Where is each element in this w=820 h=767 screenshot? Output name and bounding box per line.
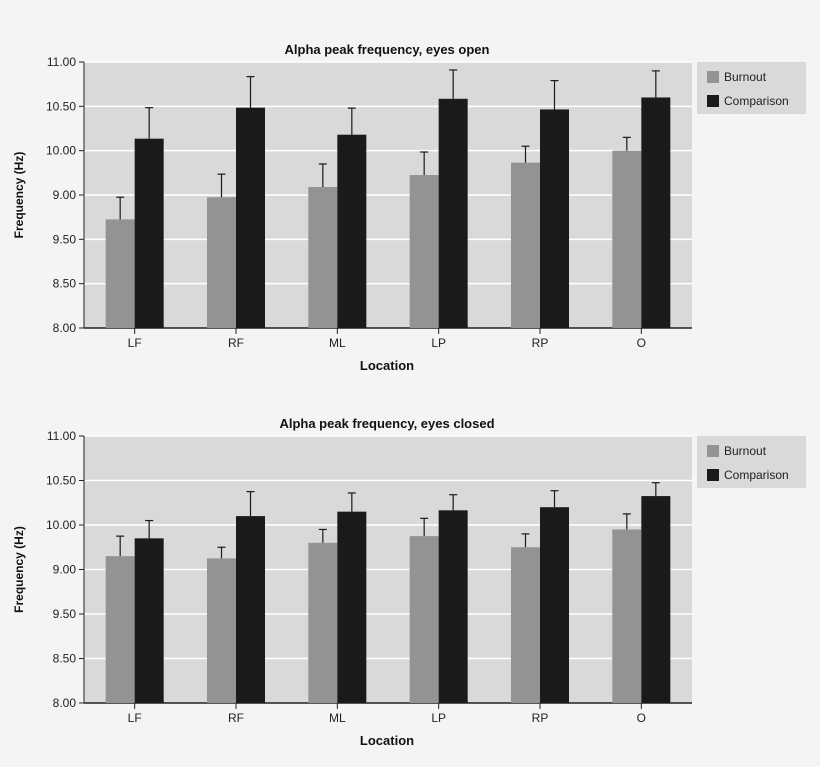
y-tick-label: 9.00 bbox=[53, 188, 77, 202]
y-tick-label: 9.50 bbox=[53, 232, 77, 246]
bar-burnout bbox=[511, 547, 540, 703]
chart-title: Alpha peak frequency, eyes closed bbox=[279, 416, 494, 431]
bar-burnout bbox=[409, 536, 439, 703]
bar-burnout bbox=[612, 150, 642, 328]
y-tick-label: 8.00 bbox=[53, 321, 77, 335]
bar-burnout bbox=[308, 542, 338, 703]
x-tick-label: LF bbox=[128, 711, 142, 725]
legend-label: Burnout bbox=[724, 444, 767, 458]
bar-comparison bbox=[236, 516, 265, 703]
chart-eyes-closed: 8.00 8.50 9.50 9.00 10.00 10.50 11.00 LF RF ML LP R… bbox=[12, 416, 806, 748]
legend: Burnout Comparison bbox=[697, 436, 806, 488]
x-axis-title: Location bbox=[360, 733, 414, 748]
bar-comparison bbox=[540, 109, 569, 328]
x-tick-label: ML bbox=[329, 336, 346, 350]
chart-title: Alpha peak frequency, eyes open bbox=[285, 42, 490, 57]
bar-burnout bbox=[207, 197, 236, 328]
x-tick-label: LP bbox=[431, 711, 446, 725]
bar-comparison bbox=[641, 496, 671, 703]
x-tick-label: RP bbox=[532, 711, 549, 725]
bar-comparison bbox=[134, 138, 164, 328]
x-tick-label: LP bbox=[431, 336, 446, 350]
bar-comparison bbox=[540, 507, 569, 703]
bar-burnout bbox=[511, 162, 540, 328]
y-tick-label: 9.50 bbox=[53, 607, 77, 621]
bar-comparison bbox=[438, 98, 468, 329]
chart-eyes-open: 8.00 8.50 9.50 9.00 10.00 10.50 11.00 LF RF ML LP R… bbox=[12, 42, 806, 373]
bar-burnout bbox=[105, 219, 135, 328]
y-axis-title: Frequency (Hz) bbox=[12, 526, 26, 613]
legend-swatch-burnout bbox=[707, 71, 719, 83]
bar-comparison bbox=[438, 510, 468, 703]
x-tick-label: ML bbox=[329, 711, 346, 725]
y-tick-label: 11.00 bbox=[47, 55, 76, 69]
x-tick-label: LF bbox=[128, 336, 142, 350]
y-tick-label: 10.50 bbox=[46, 474, 76, 488]
bar-burnout bbox=[308, 187, 338, 328]
bar-comparison bbox=[236, 107, 265, 328]
legend-swatch-comparison bbox=[707, 469, 719, 481]
legend: Burnout Comparison bbox=[697, 62, 806, 114]
bar-comparison bbox=[641, 97, 671, 328]
x-tick-label: RF bbox=[228, 336, 244, 350]
y-tick-label: 8.00 bbox=[53, 696, 77, 710]
bar-burnout bbox=[207, 558, 236, 703]
legend-label: Comparison bbox=[724, 94, 789, 108]
legend-label: Burnout bbox=[724, 70, 767, 84]
x-axis-title: Location bbox=[360, 358, 414, 373]
x-tick-label: RP bbox=[532, 336, 549, 350]
bar-burnout bbox=[105, 556, 135, 703]
y-tick-label: 9.00 bbox=[53, 563, 77, 577]
legend-swatch-comparison bbox=[707, 95, 719, 107]
y-tick-label: 11.00 bbox=[47, 429, 76, 443]
y-axis-title: Frequency (Hz) bbox=[12, 152, 26, 239]
y-tick-label: 10.50 bbox=[46, 99, 76, 113]
legend-swatch-burnout bbox=[707, 445, 719, 457]
y-tick-label: 8.50 bbox=[53, 277, 77, 291]
y-tick-label: 10.00 bbox=[46, 144, 76, 158]
bar-comparison bbox=[337, 134, 367, 328]
x-tick-label: O bbox=[637, 336, 646, 350]
x-tick-label: RF bbox=[228, 711, 244, 725]
bar-comparison bbox=[134, 538, 164, 703]
y-tick-label: 8.50 bbox=[53, 652, 77, 666]
legend-label: Comparison bbox=[724, 468, 789, 482]
bar-burnout bbox=[612, 529, 642, 703]
bar-comparison bbox=[337, 511, 367, 703]
y-tick-label: 10.00 bbox=[46, 518, 76, 532]
x-tick-label: O bbox=[637, 711, 646, 725]
bar-burnout bbox=[409, 175, 439, 328]
